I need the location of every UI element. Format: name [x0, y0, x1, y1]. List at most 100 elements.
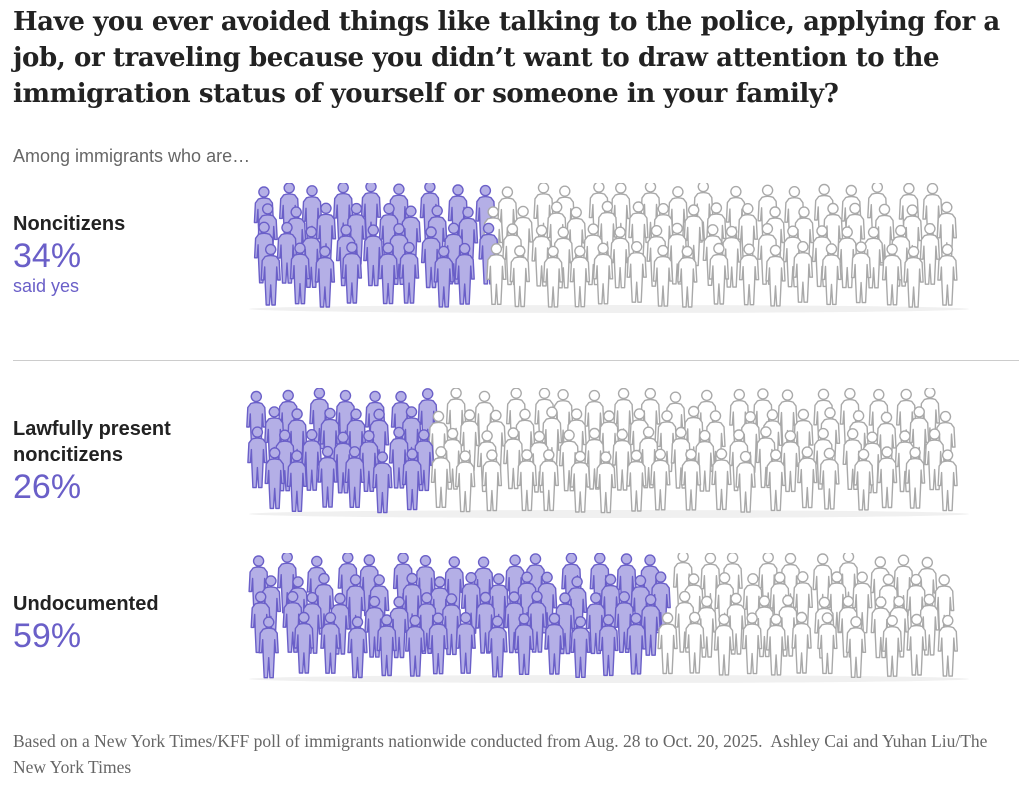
person-icon-no [735, 450, 756, 513]
person-icon-yes [289, 242, 311, 305]
person-icon-no [595, 451, 616, 514]
person-icon-no [876, 446, 898, 509]
person-icon-yes [401, 448, 423, 511]
pictogram-noncitizens [249, 183, 969, 313]
person-icon-no [454, 450, 476, 513]
person-icon-no [937, 243, 958, 306]
person-icon-no [430, 446, 452, 508]
person-icon-no [569, 245, 591, 308]
group-noncitizens: Noncitizens 34% said yes [0, 183, 1024, 313]
group-label: Undocumented [13, 593, 159, 615]
person-icon-yes [317, 445, 338, 508]
person-icon-no [677, 245, 698, 308]
person-icon-no [792, 241, 814, 303]
person-icon-yes [347, 616, 368, 679]
person-icon-no [780, 430, 801, 493]
person-icon-yes [433, 245, 455, 308]
footer: Based on a New York Times/KFF poll of im… [13, 728, 1013, 780]
person-icon-no [791, 611, 812, 674]
group-label: Noncitizens [13, 213, 126, 235]
person-icon-no [937, 449, 958, 512]
pictogram-lawfully-present [246, 388, 969, 518]
person-icon-no [906, 613, 927, 676]
person-icon-no [570, 450, 591, 513]
person-icon-yes [260, 243, 281, 306]
credit: Ashley Cai and Yuhan Liu/The New York Ti… [13, 731, 988, 777]
person-icon-no [765, 244, 786, 307]
person-icon-no [765, 449, 786, 512]
person-icon-yes [320, 612, 341, 674]
person-icon-no [680, 448, 702, 511]
ground-shadow [249, 510, 969, 518]
ground-shadow [249, 675, 969, 683]
person-icon-yes [427, 612, 449, 675]
person-icon-no [650, 448, 671, 511]
person-icon-no [797, 446, 818, 509]
group-note: said yes [13, 276, 80, 296]
divider [13, 360, 1019, 361]
person-icon-yes [377, 242, 399, 305]
person-icon-yes [341, 241, 363, 304]
person-icon-no [486, 243, 507, 305]
person-icon-yes [247, 426, 268, 489]
person-icon-no [882, 615, 903, 677]
person-icon-yes [598, 614, 619, 677]
group-value-label: 26% [13, 468, 82, 506]
person-icon-yes [293, 611, 315, 674]
person-icon-no [845, 616, 867, 678]
person-icon-yes [376, 614, 397, 677]
person-icon-no [516, 449, 538, 512]
group-label: Lawfully present noncitizens [13, 418, 171, 466]
person-icon-yes [344, 446, 365, 508]
person-icon-no [904, 446, 926, 509]
group-value-label: 34% [13, 237, 82, 275]
person-icon-no [919, 223, 941, 285]
pictogram-undocumented [248, 553, 969, 683]
person-icon-yes [372, 451, 393, 514]
person-icon-no [609, 226, 631, 289]
person-icon-no [881, 243, 903, 306]
person-icon-no [819, 447, 840, 510]
person-icon-no [817, 612, 838, 675]
person-icon-no [741, 612, 763, 675]
chart-subtitle: Among immigrants who are… [13, 146, 251, 166]
person-icon-no [626, 241, 647, 303]
person-icon-yes [246, 390, 267, 453]
group-value-label: 59% [13, 617, 82, 655]
person-icon-no [684, 611, 705, 674]
person-icon-yes [286, 450, 308, 512]
person-icon-no [708, 242, 730, 305]
group-undocumented: Undocumented 59% [0, 553, 1024, 683]
person-icon-no [509, 245, 530, 308]
person-icon-yes [404, 614, 426, 677]
person-icon-no [738, 243, 760, 306]
person-icon-no [850, 241, 872, 304]
person-icon-no [853, 448, 874, 511]
person-icon-yes [455, 612, 476, 674]
person-icon-no [903, 245, 924, 308]
person-icon-yes [314, 245, 336, 308]
person-icon-yes [264, 447, 285, 510]
person-icon-no [657, 612, 678, 675]
person-icon-yes [544, 612, 565, 675]
person-icon-no [713, 613, 735, 676]
person-icon-yes [487, 615, 508, 678]
person-icon-no [711, 448, 732, 511]
person-icon-no [481, 449, 503, 512]
person-icon-no [592, 242, 614, 305]
person-icon-yes [513, 613, 535, 675]
source-note: Based on a New York Times/KFF poll of im… [13, 731, 763, 751]
person-icon-yes [258, 616, 279, 679]
person-icon-no [652, 244, 674, 307]
person-icon-yes [398, 241, 420, 304]
person-icon-no [765, 613, 787, 676]
person-icon-no [821, 243, 842, 306]
person-icon-yes [570, 616, 591, 678]
group-lawfully-present: Lawfully present noncitizens 26% [0, 388, 1024, 518]
person-icon-no [626, 449, 647, 512]
ground-shadow [249, 305, 969, 313]
person-icon-yes [625, 612, 647, 675]
person-icon-yes [640, 594, 661, 656]
chart-title: Have you ever avoided things like talkin… [13, 7, 1000, 109]
person-icon-no [538, 449, 559, 512]
